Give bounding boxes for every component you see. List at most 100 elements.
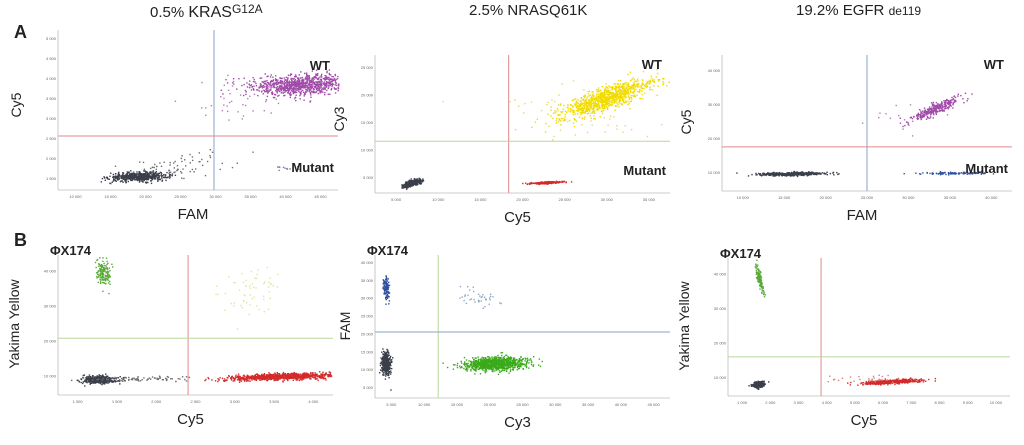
data-point: [91, 377, 93, 379]
data-point: [183, 177, 185, 180]
y-tick-label: 10 000: [361, 148, 374, 153]
data-point: [787, 173, 789, 176]
data-point: [627, 88, 629, 90]
data-point: [589, 106, 591, 108]
data-point: [169, 161, 171, 164]
data-point: [88, 374, 91, 376]
data-point: [131, 174, 133, 176]
data-point: [291, 79, 293, 82]
data-point: [96, 277, 98, 279]
data-point: [799, 172, 802, 174]
data-point: [636, 83, 638, 85]
data-point: [323, 77, 326, 80]
data-point: [145, 176, 148, 179]
data-point: [100, 267, 102, 270]
label-wt: WT: [309, 58, 330, 73]
data-point: [298, 77, 300, 79]
data-point: [333, 87, 335, 89]
data-point: [554, 181, 557, 183]
data-point: [909, 104, 912, 106]
data-point: [964, 92, 967, 94]
data-point: [125, 174, 128, 176]
data-point: [139, 180, 141, 183]
data-point: [562, 110, 564, 113]
data-point: [410, 181, 413, 183]
data-point: [287, 78, 289, 80]
data-point: [898, 114, 900, 117]
data-point: [260, 77, 263, 79]
data-point: [146, 175, 148, 177]
data-point: [330, 89, 332, 91]
data-point: [140, 173, 142, 175]
data-point: [585, 102, 587, 104]
data-point: [153, 177, 155, 179]
data-point: [920, 114, 922, 117]
data-point: [274, 93, 276, 96]
data-point: [642, 70, 645, 73]
data-point: [536, 182, 538, 184]
data-point: [622, 99, 625, 101]
data-point: [257, 89, 259, 91]
data-point: [642, 98, 644, 100]
data-point: [135, 175, 138, 177]
data-point: [406, 187, 408, 189]
data-point: [106, 377, 109, 380]
data-point: [106, 275, 108, 277]
data-point: [266, 86, 268, 89]
data-point: [590, 112, 592, 114]
data-point: [158, 177, 160, 179]
data-point: [600, 89, 602, 92]
data-point: [174, 174, 177, 176]
data-point: [609, 93, 611, 95]
data-point: [602, 107, 605, 109]
data-point: [573, 110, 575, 112]
data-point: [611, 88, 613, 91]
data-point: [651, 77, 653, 80]
data-point: [253, 93, 256, 96]
data-point: [100, 270, 102, 272]
data-point: [577, 99, 579, 101]
data-point: [951, 102, 953, 104]
data-point: [283, 77, 285, 79]
data-point: [160, 174, 162, 176]
data-point: [304, 84, 307, 87]
data-point: [409, 182, 411, 184]
data-point: [85, 378, 87, 381]
data-point: [936, 104, 939, 106]
data-point: [936, 106, 939, 108]
data-point: [548, 125, 550, 127]
data-point: [84, 385, 86, 387]
data-point: [99, 273, 102, 275]
data-point: [613, 102, 615, 104]
data-point: [938, 107, 941, 109]
data-point: [411, 179, 413, 182]
data-point: [144, 175, 146, 177]
data-point: [825, 172, 827, 175]
data-point: [407, 185, 409, 188]
data-point: [561, 118, 563, 120]
data-point: [126, 173, 128, 175]
data-point: [558, 181, 560, 183]
data-point: [552, 139, 554, 141]
data-point: [799, 173, 802, 175]
data-point: [561, 112, 563, 114]
data-point: [98, 376, 100, 379]
data-point: [189, 162, 191, 164]
data-point: [298, 86, 300, 88]
data-point: [940, 172, 942, 174]
data-point: [924, 109, 926, 111]
data-point: [632, 86, 634, 88]
data-point: [756, 174, 758, 176]
data-point: [958, 172, 960, 174]
data-point: [561, 83, 563, 85]
data-point: [442, 100, 444, 103]
data-point: [110, 182, 112, 185]
data-point: [328, 86, 330, 88]
data-point: [416, 178, 418, 180]
data-point: [289, 86, 292, 88]
data-point: [106, 263, 108, 266]
data-point: [269, 76, 272, 78]
data-point: [299, 98, 301, 100]
data-point: [335, 82, 337, 84]
data-point: [171, 173, 174, 175]
